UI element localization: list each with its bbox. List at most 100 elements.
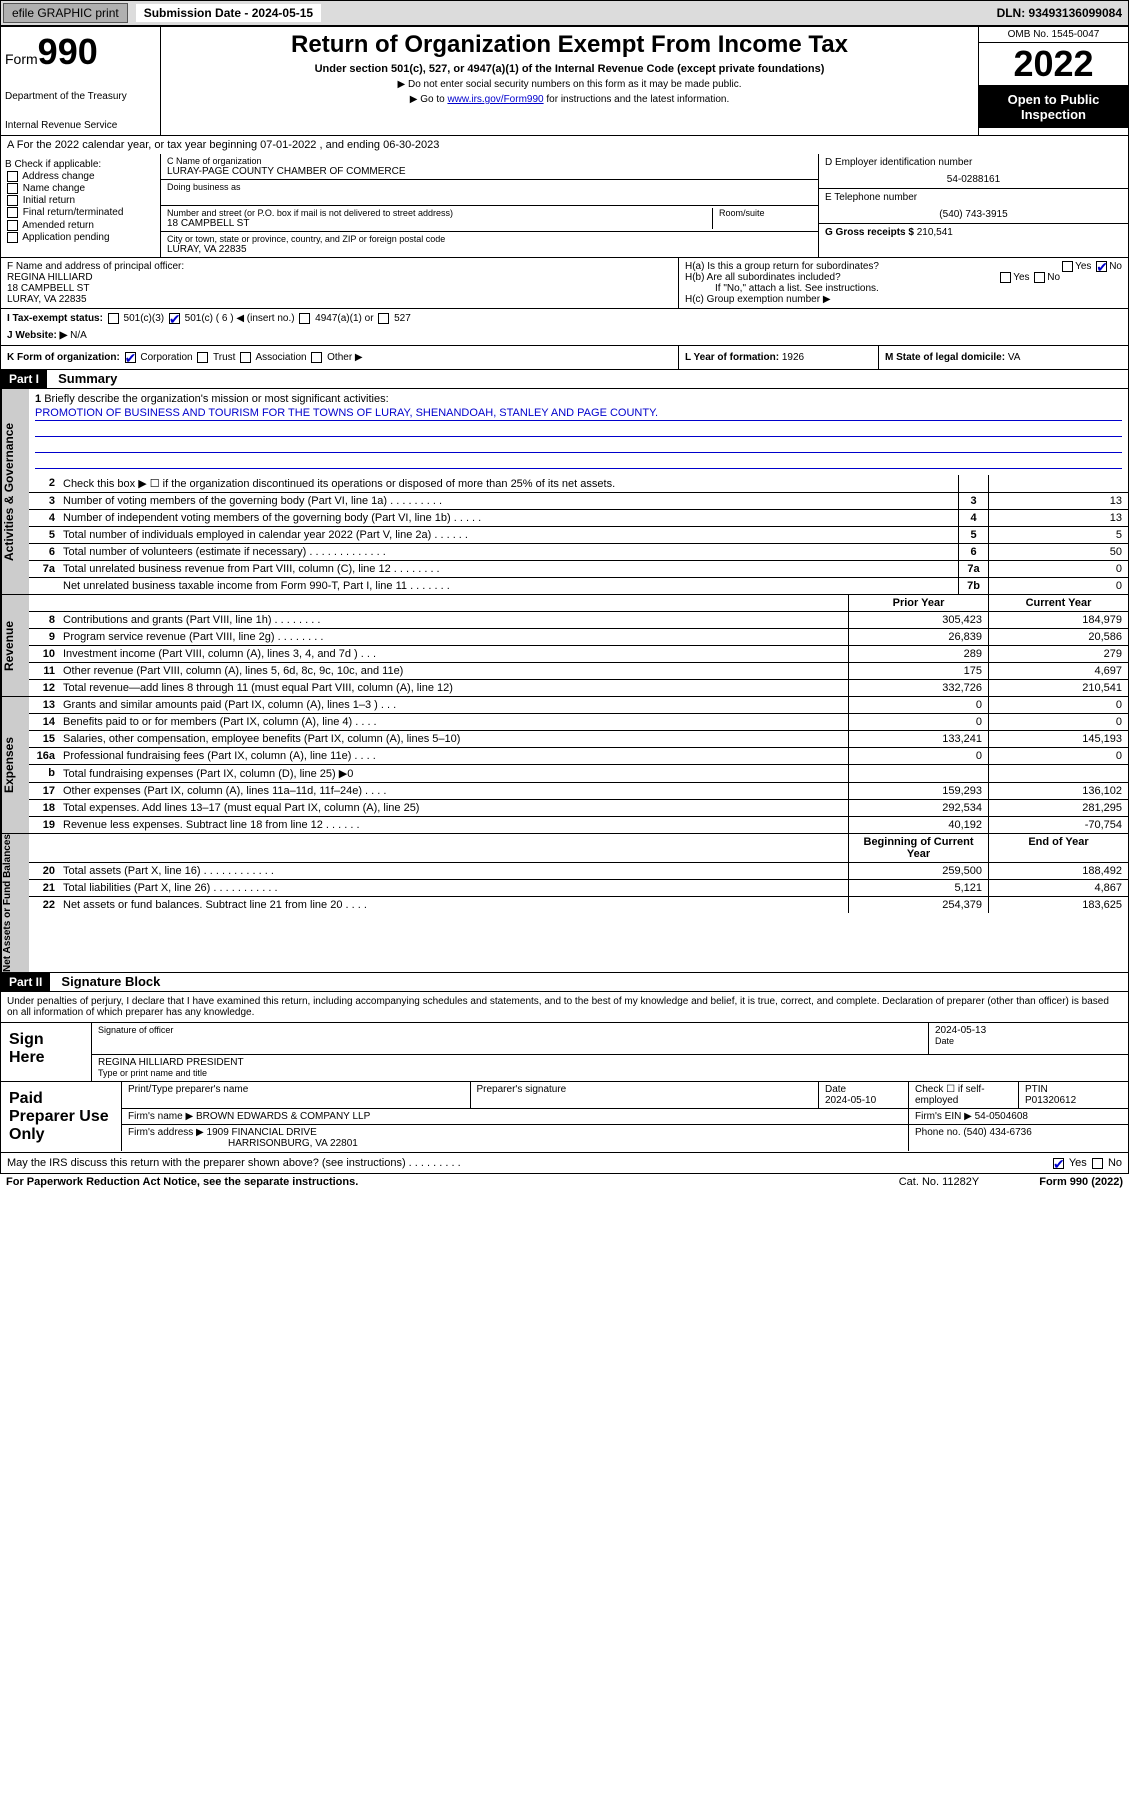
part1-title: Summary — [50, 371, 117, 386]
mission-text: PROMOTION OF BUSINESS AND TOURISM FOR TH… — [35, 407, 1122, 421]
ein-row: D Employer identification number 54-0288… — [819, 154, 1128, 189]
line-py: 0 — [848, 697, 988, 713]
table-row: 10 Investment income (Part VIII, column … — [29, 646, 1128, 663]
firm-ein: 54-0504608 — [975, 1111, 1028, 1122]
checkbox-icon[interactable] — [240, 352, 251, 363]
checkbox-icon[interactable] — [7, 220, 18, 231]
line-val: 13 — [988, 510, 1128, 526]
f-addr2: LURAY, VA 22835 — [7, 294, 672, 305]
sidebar-revenue: Revenue — [1, 595, 29, 696]
dba-label: Doing business as — [167, 182, 812, 192]
city: LURAY, VA 22835 — [167, 244, 812, 255]
checkbox-icon[interactable] — [197, 352, 208, 363]
line-cy: 183,625 — [988, 897, 1128, 913]
form-ref: Form 990 (2022) — [1039, 1176, 1123, 1188]
line-num: 6 — [29, 544, 59, 560]
line-desc: Total liabilities (Part X, line 26) . . … — [59, 880, 848, 896]
k-o4: Other ▶ — [327, 352, 362, 363]
table-row: 15 Salaries, other compensation, employe… — [29, 731, 1128, 748]
spacer — [29, 834, 848, 862]
line-desc: Investment income (Part VIII, column (A)… — [59, 646, 848, 662]
checkbox-icon[interactable] — [169, 313, 180, 324]
mission-label: Briefly describe the organization's miss… — [44, 393, 388, 405]
checkbox-icon[interactable] — [1034, 272, 1045, 283]
firm-addr1: 1909 FINANCIAL DRIVE — [207, 1127, 317, 1138]
mission-blank — [35, 455, 1122, 469]
table-row: 4 Number of independent voting members o… — [29, 510, 1128, 527]
checkbox-icon[interactable] — [125, 352, 136, 363]
no-label: No — [1108, 1157, 1122, 1169]
table-row: 6 Total number of volunteers (estimate i… — [29, 544, 1128, 561]
line-cy: 136,102 — [988, 783, 1128, 799]
mission-blank — [35, 423, 1122, 437]
line-desc: Other expenses (Part IX, column (A), lin… — [59, 783, 848, 799]
sig-date-label: Date — [935, 1036, 954, 1046]
checkbox-icon[interactable] — [311, 352, 322, 363]
line-desc: Total number of volunteers (estimate if … — [59, 544, 958, 560]
checkbox-icon[interactable] — [108, 313, 119, 324]
checkbox-icon[interactable] — [1000, 272, 1011, 283]
ein-label: D Employer identification number — [825, 157, 1122, 168]
gross-value: 210,541 — [917, 227, 953, 238]
table-row: 3 Number of voting members of the govern… — [29, 493, 1128, 510]
line-desc: Net assets or fund balances. Subtract li… — [59, 897, 848, 913]
line-desc: Number of independent voting members of … — [59, 510, 958, 526]
table-row: 16a Professional fundraising fees (Part … — [29, 748, 1128, 765]
b-opt: Name change — [5, 183, 156, 194]
line-num: 16a — [29, 748, 59, 764]
line-num: 8 — [29, 612, 59, 628]
pra-notice: For Paperwork Reduction Act Notice, see … — [6, 1176, 358, 1188]
checkbox-icon[interactable] — [7, 195, 18, 206]
table-row: 22 Net assets or fund balances. Subtract… — [29, 897, 1128, 913]
checkbox-icon[interactable] — [1092, 1158, 1103, 1169]
checkbox-icon[interactable] — [7, 171, 18, 182]
prep-h2: Preparer's signature — [470, 1082, 819, 1108]
line-a: A For the 2022 calendar year, or tax yea… — [0, 136, 1129, 154]
table-row: Net unrelated business taxable income fr… — [29, 578, 1128, 594]
phone-label: Phone no. — [915, 1127, 961, 1138]
f-name: REGINA HILLIARD — [7, 272, 672, 283]
line-box: 6 — [958, 544, 988, 560]
sidebar-expenses: Expenses — [1, 697, 29, 833]
firm-name: BROWN EDWARDS & COMPANY LLP — [196, 1111, 370, 1122]
line-num: 2 — [29, 475, 59, 492]
line-num: 4 — [29, 510, 59, 526]
block-m: M State of legal domicile: VA — [878, 346, 1128, 369]
part2-hdr: Part II — [1, 973, 50, 991]
info-grid: B Check if applicable: Address change Na… — [0, 154, 1129, 258]
line-cy: 4,867 — [988, 880, 1128, 896]
line-desc: Other revenue (Part VIII, column (A), li… — [59, 663, 848, 679]
b-opt: Address change — [5, 171, 156, 182]
b-opt: Application pending — [5, 232, 156, 243]
goto-note: ▶ Go to www.irs.gov/Form990 for instruct… — [167, 94, 972, 105]
line-desc: Total fundraising expenses (Part IX, col… — [59, 765, 848, 782]
irs-link[interactable]: www.irs.gov/Form990 — [447, 94, 543, 105]
line-desc: Total expenses. Add lines 13–17 (must eq… — [59, 800, 848, 816]
line-num: 15 — [29, 731, 59, 747]
row-i-j: I Tax-exempt status: 501(c)(3) 501(c) ( … — [0, 309, 1129, 346]
goto-post: for instructions and the latest informat… — [544, 94, 730, 105]
checkbox-icon[interactable] — [7, 232, 18, 243]
checkbox-icon[interactable] — [299, 313, 310, 324]
checkbox-icon[interactable] — [7, 183, 18, 194]
line-desc: Contributions and grants (Part VIII, lin… — [59, 612, 848, 628]
efile-print-button[interactable]: efile GRAPHIC print — [3, 3, 128, 23]
block-f: F Name and address of principal officer:… — [1, 258, 678, 308]
topbar: efile GRAPHIC print Submission Date - 20… — [0, 0, 1129, 26]
checkbox-icon[interactable] — [1053, 1158, 1064, 1169]
checkbox-icon[interactable] — [7, 207, 18, 218]
checkbox-icon[interactable] — [1062, 261, 1073, 272]
checkbox-icon[interactable] — [378, 313, 389, 324]
line-py: 40,192 — [848, 817, 988, 833]
b-label: B Check if applicable: — [5, 159, 156, 170]
line-py: 133,241 — [848, 731, 988, 747]
checkbox-icon[interactable] — [1096, 261, 1107, 272]
gross-row: G Gross receipts $ 210,541 — [819, 224, 1128, 241]
i-o3: 4947(a)(1) or — [315, 313, 373, 324]
block-l: L Year of formation: 1926 — [678, 346, 878, 369]
discuss-text: May the IRS discuss this return with the… — [7, 1157, 461, 1169]
line-cy: 0 — [988, 714, 1128, 730]
line-box: 5 — [958, 527, 988, 543]
hdr-boy: Beginning of Current Year — [848, 834, 988, 862]
goto-pre: ▶ Go to — [410, 94, 448, 105]
